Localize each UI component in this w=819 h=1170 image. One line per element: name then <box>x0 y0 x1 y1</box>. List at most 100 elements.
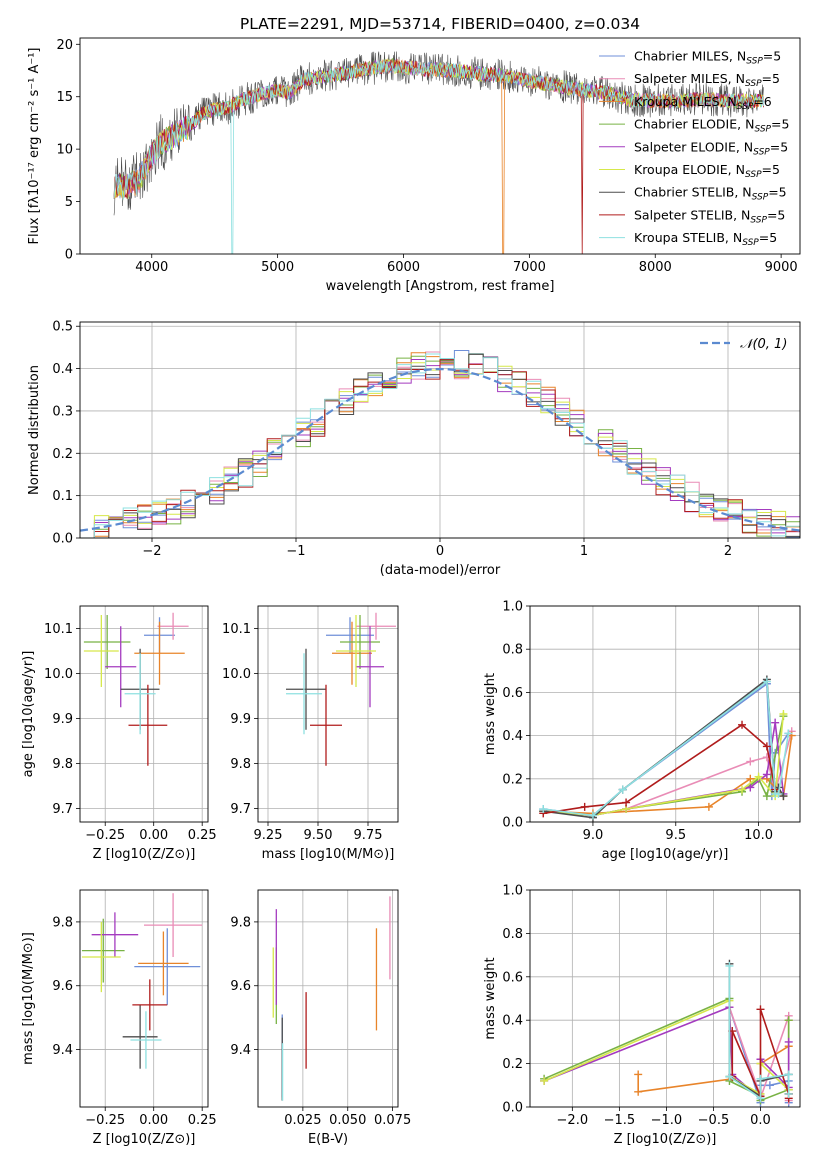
residual-histogram-frame <box>79 321 801 539</box>
weight-marker <box>756 1005 765 1014</box>
x-tick-label: −0.25 <box>85 1113 125 1128</box>
errorbar-chabrier-elodie <box>340 615 380 669</box>
figure-title: PLATE=2291, MJD=53714, FIBERID=0400, z=0… <box>240 15 640 33</box>
legend-label: Salpeter STELIB, NSSP=5 <box>634 207 785 225</box>
x-tick-label: 4000 <box>135 260 168 275</box>
x-tick-label: 0 <box>436 544 444 559</box>
y-tick-label: 1.0 <box>502 884 523 899</box>
weight-marker <box>762 742 771 751</box>
legend-label: Chabrier MILES, NSSP=5 <box>634 49 781 67</box>
weight-marker <box>784 1089 793 1098</box>
errorbar-chabrier-miles <box>134 928 201 1005</box>
weight-line <box>543 723 776 815</box>
y-tick-label: 0.4 <box>502 1014 523 1029</box>
weight-vs-age-xlabel: age [log10(age/yr)] <box>602 847 729 862</box>
legend-label: Chabrier STELIB, NSSP=5 <box>634 185 787 203</box>
weight-line <box>728 1006 790 1103</box>
errorbar-salpeter-miles <box>356 612 396 640</box>
y-tick-label: 1.0 <box>502 600 523 615</box>
mass-vs-Z-ylabel: mass [log10(M/M⊙)] <box>21 932 36 1065</box>
mass-vs-Z-frame <box>79 889 209 1108</box>
weight-series-salpeter-miles <box>539 727 796 820</box>
mass-vs-ebv-axes: 0.025 0.050 0.075 9.4 9.6 9.8 E(B-V) <box>230 889 411 1147</box>
y-tick-label: 9.9 <box>52 712 73 727</box>
weight-line <box>543 680 790 817</box>
y-tick-label: 15 <box>56 90 73 105</box>
y-tick-label: 9.8 <box>52 757 73 772</box>
y-tick-label: 9.7 <box>230 802 251 817</box>
y-tick-label: 0.0 <box>52 532 73 547</box>
x-tick-label: 9.50 <box>304 828 333 843</box>
x-tick-label: 6000 <box>387 260 420 275</box>
spectrum-frame <box>79 37 801 255</box>
x-tick-label: −1 <box>286 544 305 559</box>
y-tick-label: 10.0 <box>44 667 73 682</box>
weight-marker <box>754 772 763 781</box>
weight-marker <box>539 805 548 814</box>
errorbar-salpeter-stelib <box>310 684 342 766</box>
age-vs-Z-xlabel: Z [log10(Z/Z⊙)] <box>93 847 196 862</box>
weight-marker <box>540 1076 549 1085</box>
histogram-legend: 𝒩(0, 1) <box>700 337 787 352</box>
errorbar-kroupa-elodie <box>336 615 376 687</box>
weight-series-salpeter-miles <box>725 1003 793 1105</box>
weight-marker <box>634 1087 643 1096</box>
weight-series-salpeter-stelib <box>539 720 780 818</box>
mass-vs-ebv-frame <box>257 889 399 1108</box>
y-tick-label: 9.6 <box>52 979 73 994</box>
weight-marker <box>779 792 788 801</box>
spectrum-axes: 4000 5000 6000 7000 8000 9000 0 5 10 15 20 waveleng… <box>27 37 801 294</box>
y-tick-label: 0.6 <box>502 970 523 985</box>
weight-series-kroupa-stelib <box>539 677 793 820</box>
x-tick-label: −2.0 <box>557 1113 589 1128</box>
spectrum-line-kroupa-miles <box>113 59 764 254</box>
residual-histogram-ylabel: Normed distribution <box>27 365 42 495</box>
mass-vs-ebv-xlabel: E(B-V) <box>308 1132 348 1147</box>
weight-marker <box>588 811 597 820</box>
x-tick-label: 0.00 <box>139 828 168 843</box>
y-tick-label: 0.8 <box>502 643 523 658</box>
x-tick-label: 0.25 <box>188 828 217 843</box>
spectrum-ylabel: Flux [fλ10⁻¹⁷ erg cm⁻² s⁻¹ A⁻¹] <box>27 48 42 245</box>
y-tick-label: 0.6 <box>502 686 523 701</box>
errorbar-chabrier-stelib <box>122 1004 158 1069</box>
weight-marker <box>784 1037 793 1046</box>
y-tick-label: 9.7 <box>52 802 73 817</box>
residual-histogram-xlabel: (data-model)/error <box>380 563 501 578</box>
age-vs-mass-xlabel: mass [log10(M/M⊙)] <box>262 847 395 862</box>
weight-marker <box>725 961 734 970</box>
x-tick-label: 0.025 <box>284 1113 321 1128</box>
y-tick-label: 0.2 <box>52 447 73 462</box>
weight-vs-age-axes: 9.0 9.5 10.0 0.0 0.2 0.4 0.6 0.8 1.0 age [log10(a… <box>483 600 801 862</box>
y-tick-label: 20 <box>56 38 73 53</box>
age-vs-mass-axes: 9.25 9.50 9.75 9.7 9.8 9.9 10.0 10.1 mass [log10… <box>222 605 399 862</box>
y-tick-label: 9.8 <box>230 915 251 930</box>
errorbar-salpeter-elodie <box>91 912 139 958</box>
mass-vs-Z-plot <box>81 893 203 1069</box>
weight-line <box>543 682 790 817</box>
x-tick-label: 9.5 <box>665 828 686 843</box>
spectrum-line-kroupa-stelib <box>113 59 764 254</box>
weight-marker <box>784 729 793 738</box>
weight-marker <box>622 798 631 807</box>
errorbar-kroupa-elodie <box>83 615 119 687</box>
y-tick-label: 0.0 <box>502 816 523 831</box>
weight-marker <box>725 1072 734 1081</box>
x-tick-label: −1.5 <box>604 1113 636 1128</box>
errorbar-salpeter-stelib <box>132 979 168 1031</box>
errorbar-kroupa-stelib <box>124 653 156 735</box>
weight-marker <box>784 1016 793 1025</box>
weight-marker <box>618 785 627 794</box>
y-tick-label: 0.4 <box>502 729 523 744</box>
y-tick-label: 0 <box>65 248 73 263</box>
weight-vs-age-ylabel: mass weight <box>483 673 498 755</box>
y-tick-label: 0.3 <box>52 404 73 419</box>
legend-label: Chabrier ELODIE, NSSP=5 <box>634 117 789 135</box>
weight-marker <box>580 802 589 811</box>
age-vs-Z-plot <box>83 612 189 766</box>
weight-marker <box>762 792 771 801</box>
spectrum-line-chabrier-stelib <box>113 51 764 216</box>
y-tick-label: 9.4 <box>52 1043 73 1058</box>
x-tick-label: 9000 <box>765 260 798 275</box>
